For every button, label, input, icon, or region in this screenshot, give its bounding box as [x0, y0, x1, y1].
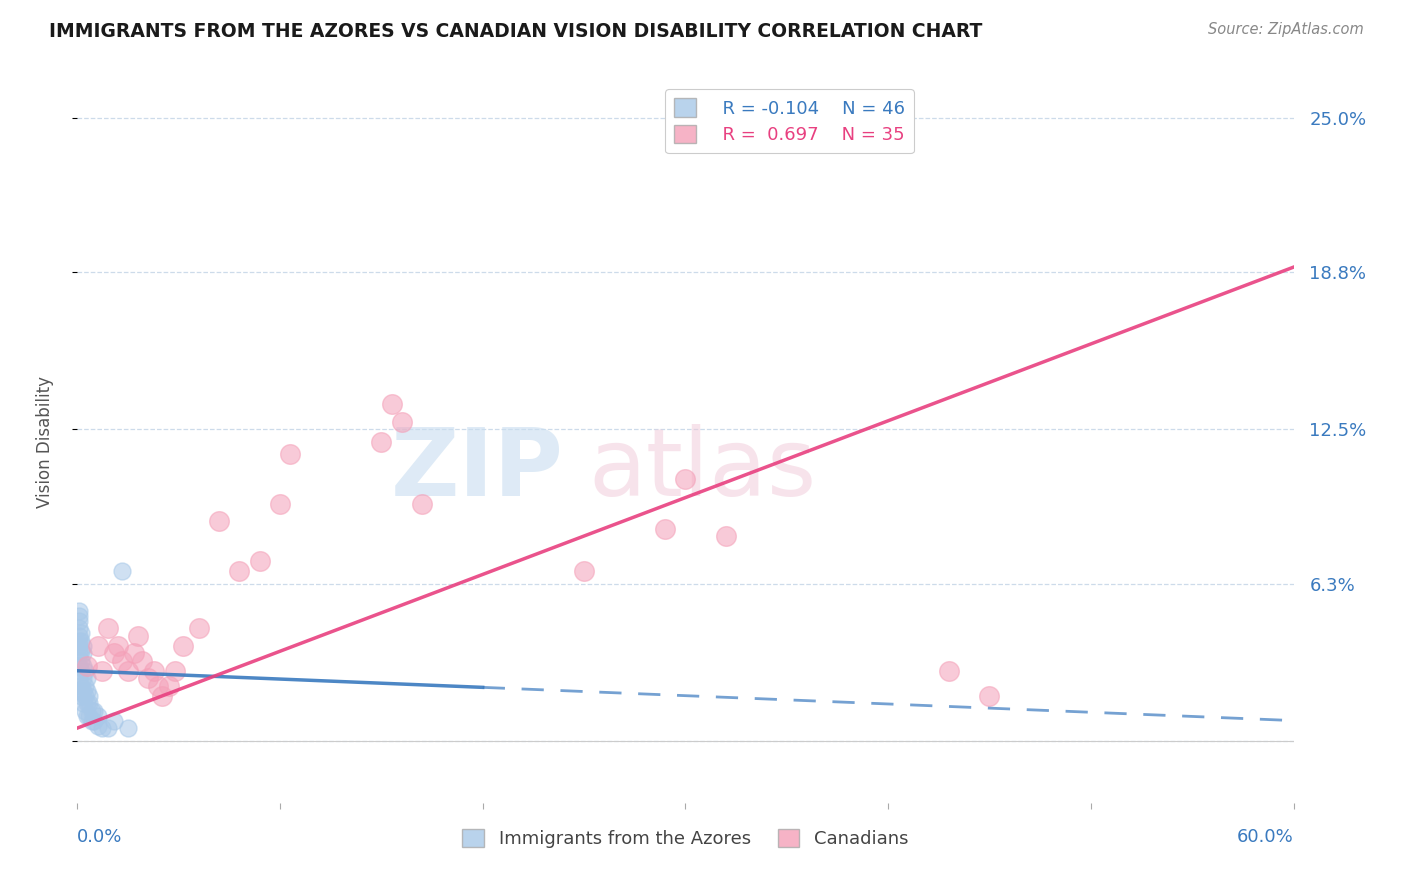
Point: [86, 708, 108, 723]
Point: [75, 689, 97, 703]
Point: [70, 644, 93, 658]
Text: ZIP: ZIP: [391, 425, 564, 516]
Point: [70, 654, 93, 668]
Point: [103, 714, 125, 728]
Point: [79, 696, 101, 710]
Point: [111, 564, 134, 578]
Point: [67, 646, 90, 660]
Point: [70, 633, 93, 648]
Point: [72, 646, 94, 660]
Point: [80, 704, 103, 718]
Text: 60.0%: 60.0%: [1237, 828, 1294, 846]
Point: [249, 554, 271, 568]
Point: [67, 671, 90, 685]
Point: [148, 679, 170, 693]
Y-axis label: Vision Disability: Vision Disability: [35, 376, 53, 508]
Point: [370, 434, 392, 449]
Point: [76, 671, 98, 685]
Point: [86, 639, 108, 653]
Point: [157, 679, 180, 693]
Point: [67, 609, 90, 624]
Point: [979, 689, 1001, 703]
Point: [75, 704, 97, 718]
Point: [103, 646, 125, 660]
Point: [136, 671, 159, 685]
Point: [654, 522, 676, 536]
Point: [117, 664, 139, 678]
Point: [86, 718, 108, 732]
Point: [380, 397, 402, 411]
Text: atlas: atlas: [588, 425, 817, 516]
Point: [143, 664, 166, 678]
Point: [152, 689, 174, 703]
Point: [131, 654, 153, 668]
Point: [837, 136, 859, 150]
Point: [107, 639, 129, 653]
Point: [67, 639, 90, 653]
Point: [72, 671, 94, 685]
Point: [76, 708, 98, 723]
Point: [76, 683, 98, 698]
Point: [67, 604, 90, 618]
Point: [72, 639, 94, 653]
Point: [117, 721, 139, 735]
Point: [67, 614, 90, 628]
Point: [90, 664, 112, 678]
Point: [228, 564, 250, 578]
Point: [122, 646, 145, 660]
Point: [72, 683, 94, 698]
Point: [70, 664, 93, 678]
Point: [75, 679, 97, 693]
Point: [67, 683, 90, 698]
Point: [67, 633, 90, 648]
Point: [79, 708, 101, 723]
Point: [79, 689, 101, 703]
Point: [70, 689, 93, 703]
Text: 0.0%: 0.0%: [77, 828, 122, 846]
Point: [75, 664, 97, 678]
Legend: Immigrants from the Azores, Canadians: Immigrants from the Azores, Canadians: [456, 822, 915, 855]
Point: [76, 658, 98, 673]
Point: [714, 529, 737, 543]
Text: IMMIGRANTS FROM THE AZORES VS CANADIAN VISION DISABILITY CORRELATION CHART: IMMIGRANTS FROM THE AZORES VS CANADIAN V…: [49, 22, 983, 41]
Point: [163, 664, 186, 678]
Point: [80, 714, 103, 728]
Point: [67, 621, 90, 635]
Point: [188, 621, 211, 635]
Point: [269, 497, 291, 511]
Point: [67, 629, 90, 643]
Point: [97, 621, 120, 635]
Point: [83, 704, 105, 718]
Point: [90, 721, 112, 735]
Point: [411, 497, 433, 511]
Text: Source: ZipAtlas.com: Source: ZipAtlas.com: [1208, 22, 1364, 37]
Point: [391, 415, 413, 429]
Point: [111, 654, 134, 668]
Point: [172, 639, 194, 653]
Point: [675, 472, 697, 486]
Point: [97, 721, 120, 735]
Point: [72, 658, 94, 673]
Point: [938, 664, 960, 678]
Point: [278, 447, 301, 461]
Point: [67, 658, 90, 673]
Point: [70, 626, 93, 640]
Point: [208, 514, 231, 528]
Point: [72, 696, 94, 710]
Point: [70, 679, 93, 693]
Point: [572, 564, 595, 578]
Point: [76, 696, 98, 710]
Point: [127, 629, 149, 643]
Point: [83, 714, 105, 728]
